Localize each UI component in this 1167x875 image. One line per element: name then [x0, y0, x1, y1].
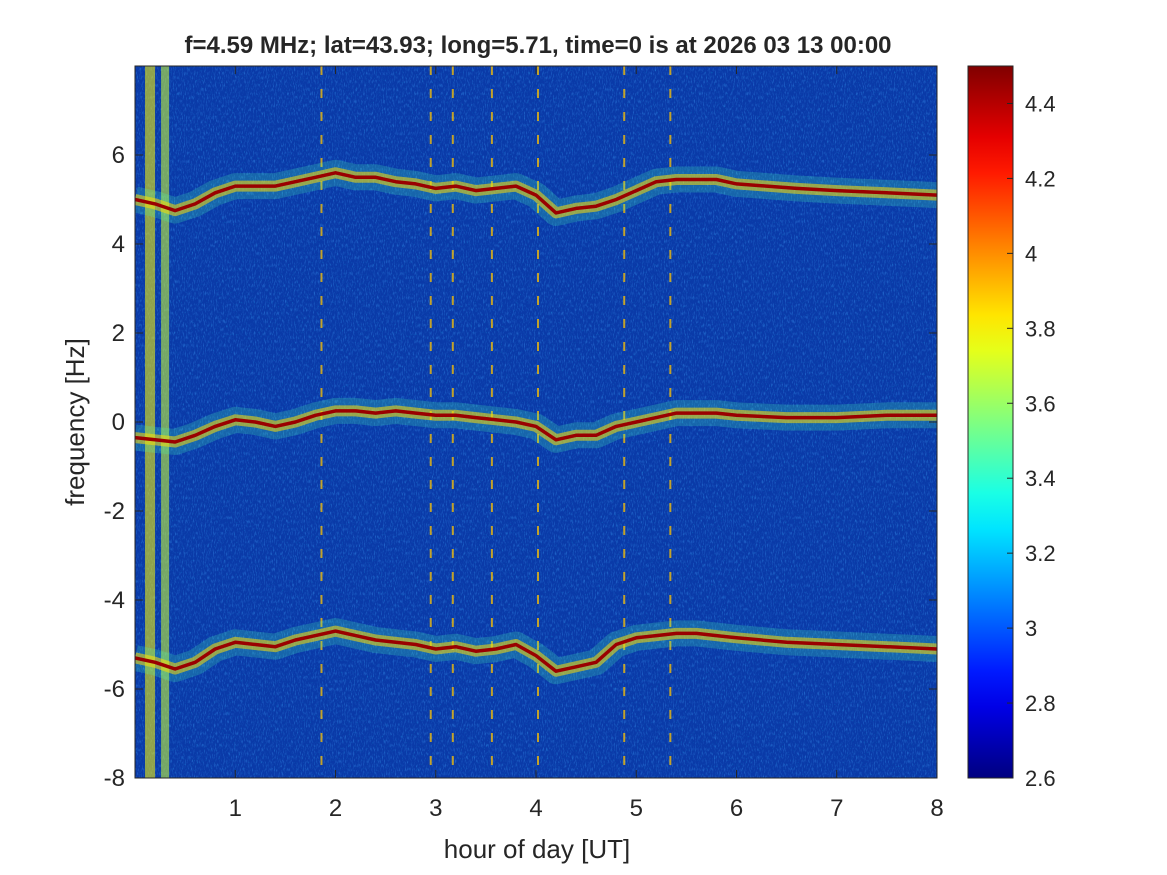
y-tick-label: -4 — [104, 587, 125, 614]
x-tick-label: 5 — [630, 795, 643, 822]
colorbar-tick-label: 3.4 — [1025, 466, 1056, 491]
y-tick-label: 6 — [112, 142, 125, 169]
y-tick-label: -6 — [104, 676, 125, 703]
colorbar-tick-label: 3.6 — [1025, 391, 1056, 416]
x-axis-ticks: 1 2 3 4 5 6 7 8 — [229, 66, 944, 822]
colorbar — [967, 65, 1014, 779]
vertical-band — [145, 66, 156, 778]
x-tick-label: 6 — [730, 795, 743, 822]
colorbar-tick-label: 3.8 — [1025, 316, 1056, 341]
y-tick-label: 4 — [112, 231, 125, 258]
trace-line — [135, 629, 937, 673]
y-tick-label: 0 — [112, 409, 125, 436]
vertical-band — [161, 66, 170, 778]
colorbar-ticks: 2.6 2.8 3 3.2 3.4 3.6 3.8 4 4.2 4.4 — [1007, 91, 1056, 791]
plot-area — [135, 66, 937, 778]
colorbar-tick-label: 2.6 — [1025, 766, 1056, 791]
y-tick-label: -2 — [104, 498, 125, 525]
x-tick-label: 4 — [529, 795, 542, 822]
colorbar-tick-label: 3 — [1025, 616, 1037, 641]
x-tick-label: 7 — [830, 795, 843, 822]
colorbar-tick-label: 4.4 — [1025, 91, 1056, 116]
chart-title: f=4.59 MHz; lat=43.93; long=5.71, time=0… — [184, 32, 891, 59]
traces — [135, 159, 937, 685]
x-tick-label: 1 — [229, 795, 242, 822]
colorbar-tick-label: 4 — [1025, 241, 1037, 266]
colorbar-tick-label: 4.2 — [1025, 166, 1056, 191]
y-tick-label: -8 — [104, 765, 125, 792]
y-axis-label: frequency [Hz] — [60, 338, 90, 506]
x-tick-label: 3 — [429, 795, 442, 822]
colorbar-tick-label: 2.8 — [1025, 691, 1056, 716]
trace-line — [135, 409, 937, 444]
vertical-bands — [145, 66, 170, 778]
y-tick-label: 2 — [112, 320, 125, 347]
y-axis-ticks: -8 -6 -4 -2 0 2 4 6 — [104, 142, 937, 792]
colorbar-tick-label: 3.2 — [1025, 541, 1056, 566]
trace-line — [135, 171, 937, 215]
x-tick-label: 8 — [930, 795, 943, 822]
x-tick-label: 2 — [329, 795, 342, 822]
x-axis-label: hour of day [UT] — [444, 834, 630, 864]
